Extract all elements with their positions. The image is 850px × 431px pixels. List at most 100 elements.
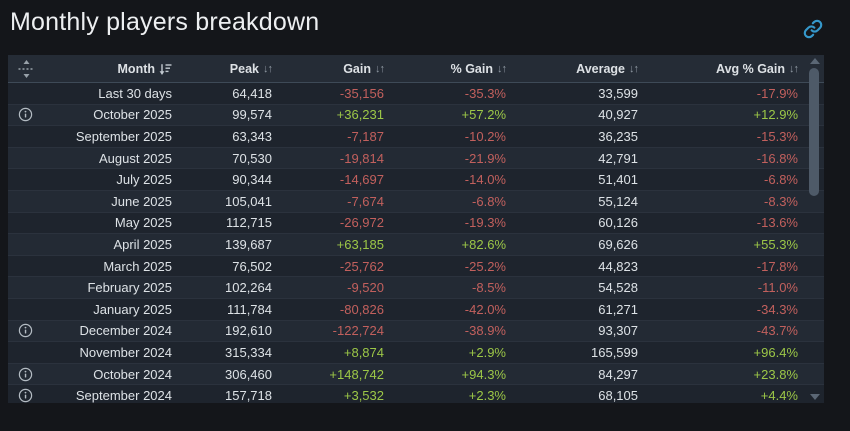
scrollbar[interactable] bbox=[808, 57, 822, 401]
cell-avg-gain-pct: -15.3% bbox=[756, 128, 798, 144]
column-header-avg-gain-pct[interactable]: Avg % Gain ↓↑ bbox=[644, 62, 804, 76]
cell-gain: +8,874 bbox=[343, 344, 384, 360]
cell-average: 55,124 bbox=[598, 193, 638, 209]
cell-gain: -7,674 bbox=[347, 193, 384, 209]
row-info[interactable] bbox=[8, 107, 46, 122]
row-info[interactable] bbox=[8, 323, 46, 338]
link-icon bbox=[803, 19, 823, 39]
row-info[interactable] bbox=[8, 237, 46, 252]
cell-peak: 306,460 bbox=[225, 366, 272, 382]
scrollbar-thumb[interactable] bbox=[809, 68, 819, 196]
cell-peak: 111,784 bbox=[226, 301, 272, 317]
sort-both-icon: ↓↑ bbox=[375, 62, 385, 75]
cell-peak: 192,610 bbox=[225, 323, 272, 339]
cell-month: March 2025 bbox=[103, 258, 172, 274]
cell-peak: 63,343 bbox=[232, 128, 272, 144]
cell-avg-gain-pct: -17.8% bbox=[756, 258, 798, 274]
table-row: March 2025 76,502 -25,762 -25.2% 44,823 … bbox=[8, 255, 824, 278]
cell-avg-gain-pct: +12.9% bbox=[753, 107, 798, 123]
cell-peak: 139,687 bbox=[225, 236, 272, 252]
cell-gain-pct: -10.2% bbox=[464, 128, 506, 144]
cell-average: 54,528 bbox=[598, 280, 638, 296]
cell-average: 36,235 bbox=[598, 128, 638, 144]
table-row: February 2025 102,264 -9,520 -8.5% 54,52… bbox=[8, 277, 824, 299]
cell-gain: +63,185 bbox=[336, 236, 384, 252]
table-row: April 2025 139,687 +63,185 +82.6% 69,626… bbox=[8, 234, 824, 256]
scroll-up-icon[interactable] bbox=[810, 58, 820, 64]
cell-gain-pct: -38.9% bbox=[464, 323, 506, 339]
monthly-players-table: Month Peak ↓↑ Gain ↓↑ bbox=[8, 55, 824, 403]
info-icon bbox=[18, 324, 33, 338]
cell-month: September 2024 bbox=[75, 388, 172, 403]
cell-month: April 2025 bbox=[113, 236, 172, 252]
sort-both-icon: ↓↑ bbox=[497, 62, 507, 75]
cell-gain-pct: -35.3% bbox=[464, 85, 506, 101]
row-info[interactable] bbox=[8, 86, 46, 101]
table-row: August 2025 70,530 -19,814 -21.9% 42,791… bbox=[8, 147, 824, 170]
cell-peak: 157,718 bbox=[225, 388, 272, 403]
cell-avg-gain-pct: -6.8% bbox=[764, 172, 798, 188]
cell-avg-gain-pct: -13.6% bbox=[756, 215, 798, 231]
column-header-peak[interactable]: Peak ↓↑ bbox=[178, 62, 278, 76]
row-info[interactable] bbox=[8, 345, 46, 360]
sort-both-icon: ↓↑ bbox=[629, 62, 639, 75]
cell-gain: -19,814 bbox=[339, 150, 384, 166]
cell-avg-gain-pct: -17.9% bbox=[756, 85, 798, 101]
sort-both-icon: ↓↑ bbox=[263, 62, 273, 75]
sort-desc-icon bbox=[159, 63, 172, 75]
row-info[interactable] bbox=[8, 302, 46, 317]
info-icon bbox=[18, 367, 33, 381]
info-icon bbox=[18, 108, 33, 122]
table-row: October 2024 306,460 +148,742 +94.3% 84,… bbox=[8, 363, 824, 386]
row-info[interactable] bbox=[8, 259, 46, 274]
cell-gain: -35,156 bbox=[339, 85, 384, 101]
row-info[interactable] bbox=[8, 172, 46, 187]
scroll-down-icon[interactable] bbox=[810, 394, 820, 400]
cell-month: November 2024 bbox=[79, 344, 173, 360]
row-info[interactable] bbox=[8, 151, 46, 166]
cell-peak: 102,264 bbox=[225, 280, 272, 296]
cell-month: February 2025 bbox=[87, 280, 172, 296]
column-header-gain[interactable]: Gain ↓↑ bbox=[278, 62, 390, 76]
table-row: Last 30 days 64,418 -35,156 -35.3% 33,59… bbox=[8, 83, 824, 105]
sort-both-icon: ↓↑ bbox=[789, 62, 799, 75]
cell-average: 51,401 bbox=[598, 172, 638, 188]
column-label: Avg % Gain bbox=[716, 61, 785, 76]
row-info[interactable] bbox=[8, 388, 46, 403]
cell-peak: 112,715 bbox=[225, 215, 272, 231]
cell-month: June 2025 bbox=[111, 193, 172, 209]
table-row: December 2024 192,610 -122,724 -38.9% 93… bbox=[8, 320, 824, 343]
cell-avg-gain-pct: +23.8% bbox=[753, 366, 798, 382]
cell-average: 42,791 bbox=[598, 150, 638, 166]
row-info[interactable] bbox=[8, 129, 46, 144]
cell-gain: -26,972 bbox=[339, 215, 384, 231]
column-header-gain-pct[interactable]: % Gain ↓↑ bbox=[390, 62, 512, 76]
column-label: Gain bbox=[343, 61, 371, 76]
cell-avg-gain-pct: -8.3% bbox=[764, 193, 798, 209]
page-title: Monthly players breakdown bbox=[10, 8, 320, 36]
cell-peak: 90,344 bbox=[232, 172, 272, 188]
cell-gain-pct: -25.2% bbox=[464, 258, 506, 274]
cell-average: 61,271 bbox=[598, 301, 638, 317]
table-header-row: Month Peak ↓↑ Gain ↓↑ bbox=[8, 55, 824, 83]
cell-gain-pct: +94.3% bbox=[461, 366, 506, 382]
cell-month: January 2025 bbox=[93, 301, 172, 317]
permalink-button[interactable] bbox=[803, 19, 823, 39]
column-label: Peak bbox=[229, 61, 259, 76]
cell-gain: -9,520 bbox=[347, 280, 384, 296]
row-info[interactable] bbox=[8, 215, 46, 230]
drag-handle[interactable] bbox=[8, 59, 46, 78]
cell-gain: +148,742 bbox=[329, 366, 384, 382]
cell-gain-pct: -21.9% bbox=[464, 150, 506, 166]
column-header-month[interactable]: Month bbox=[46, 62, 178, 76]
cell-gain-pct: -6.8% bbox=[472, 193, 506, 209]
cell-average: 93,307 bbox=[598, 323, 638, 339]
cell-average: 33,599 bbox=[598, 85, 638, 101]
cell-avg-gain-pct: -16.8% bbox=[756, 150, 798, 166]
cell-gain-pct: -42.0% bbox=[464, 301, 506, 317]
row-info[interactable] bbox=[8, 367, 46, 382]
row-info[interactable] bbox=[8, 280, 46, 295]
row-info[interactable] bbox=[8, 194, 46, 209]
table-row: November 2024 315,334 +8,874 +2.9% 165,5… bbox=[8, 342, 824, 364]
column-header-average[interactable]: Average ↓↑ bbox=[512, 62, 644, 76]
